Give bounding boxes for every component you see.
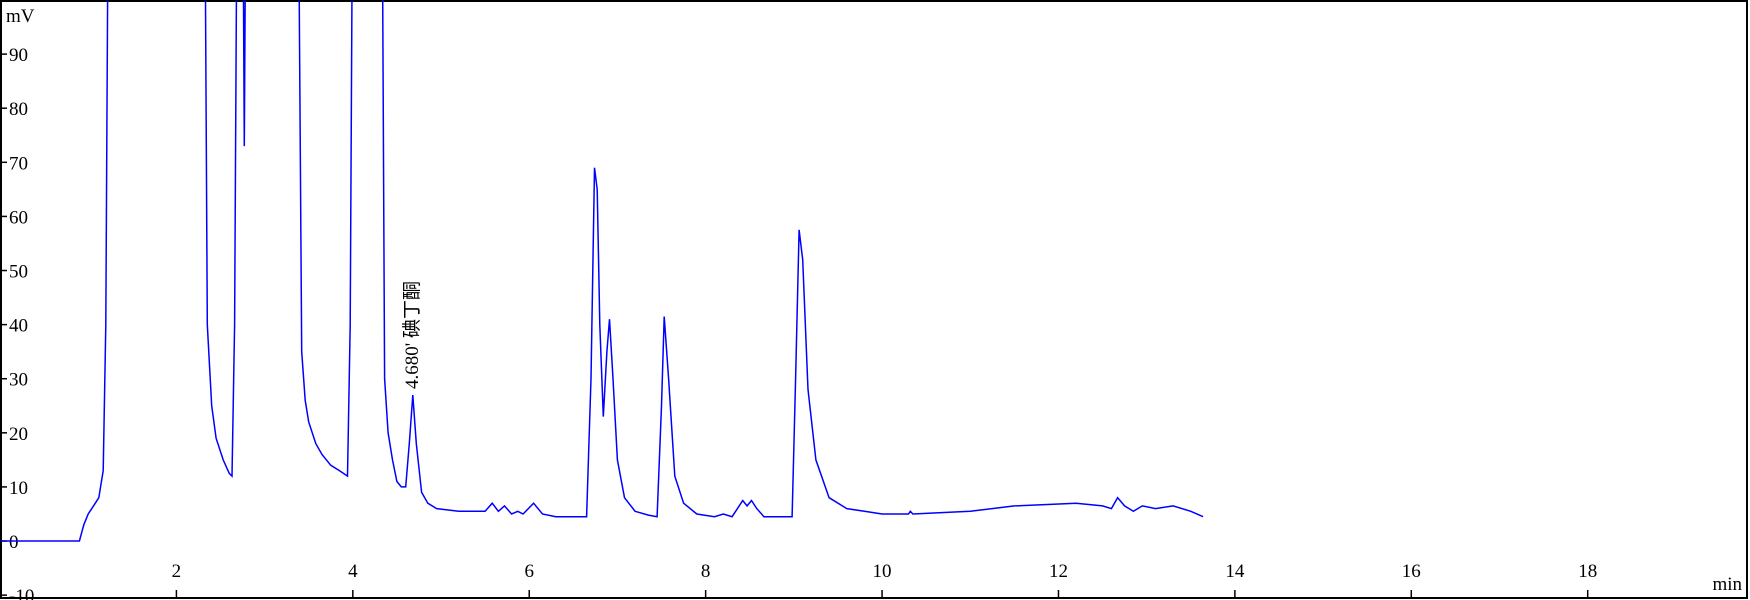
x-tick-label: 12 xyxy=(1049,561,1068,582)
x-tick-label: 10 xyxy=(873,561,892,582)
y-tick-label: 30 xyxy=(9,370,28,391)
y-tick-label: -10 xyxy=(9,586,34,600)
y-tick-label: 0 xyxy=(9,532,19,553)
x-axis: 2 4 6 8 10 12 14 16 18 xyxy=(172,561,1597,598)
y-axis: -10 0 10 20 30 40 50 60 70 80 90 xyxy=(1,45,34,600)
x-axis-label: min xyxy=(1712,574,1742,595)
x-tick-label: 4 xyxy=(348,561,358,582)
x-tick-label: 8 xyxy=(701,561,711,582)
y-tick-label: 60 xyxy=(9,207,28,228)
x-tick-label: 6 xyxy=(524,561,534,582)
y-tick-label: 10 xyxy=(9,478,28,499)
y-tick-label: 90 xyxy=(9,45,28,66)
y-axis-label: mV xyxy=(6,6,35,27)
x-tick-label: 14 xyxy=(1225,561,1245,582)
y-tick-label: 70 xyxy=(9,153,28,174)
x-tick-label: 16 xyxy=(1402,561,1421,582)
y-tick-label: 80 xyxy=(9,99,28,120)
y-tick-label: 40 xyxy=(9,316,28,337)
x-tick-label: 18 xyxy=(1578,561,1597,582)
y-tick-label: 20 xyxy=(9,424,28,445)
x-tick-label: 2 xyxy=(172,561,182,582)
peak-annotation: 4.680' 碘丁酮 xyxy=(401,281,423,389)
series-line xyxy=(1,1,1204,542)
y-tick-label: 50 xyxy=(9,262,28,283)
